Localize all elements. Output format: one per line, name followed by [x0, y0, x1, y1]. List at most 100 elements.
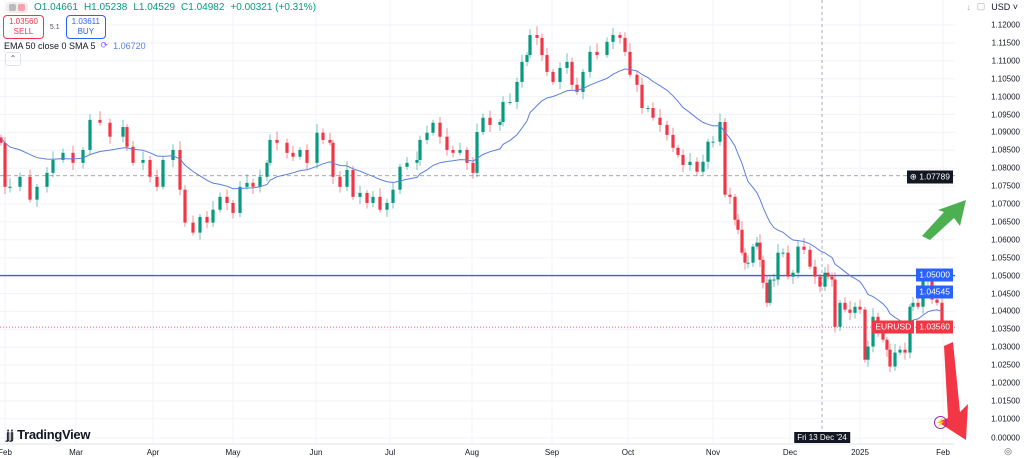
candle	[635, 70, 639, 92]
candle	[183, 185, 187, 227]
candle	[671, 127, 675, 153]
sell-button[interactable]: 1.03560 SELL	[3, 15, 44, 39]
candle-body	[843, 302, 847, 310]
candle	[465, 147, 469, 170]
candle	[848, 301, 852, 320]
price-tick-label: 1.10000	[991, 92, 1020, 102]
indicator-label: EMA 50 close 0 SMA 5	[4, 40, 96, 51]
candle	[218, 192, 222, 213]
candle-body	[588, 51, 592, 72]
candle	[751, 243, 755, 268]
candle	[688, 153, 692, 171]
candle-body	[378, 196, 382, 210]
flash-icon[interactable]: ⚡	[934, 416, 947, 429]
arrow-down-icon	[938, 342, 968, 440]
candle-body	[695, 161, 699, 172]
candle	[305, 144, 309, 170]
candle	[515, 77, 519, 110]
crosshair-date-label: Fri 13 Dec '24	[794, 432, 850, 443]
candle-body	[658, 117, 662, 125]
candle-body	[761, 259, 765, 283]
candle	[488, 110, 492, 133]
candle-body	[28, 176, 32, 200]
candle	[351, 165, 355, 200]
candle	[451, 145, 455, 158]
candle	[481, 113, 485, 135]
candle-body	[940, 302, 944, 328]
price-tick-label: 1.07000	[991, 199, 1020, 209]
hline-tag-row-0: 1.05000	[916, 268, 953, 282]
candle	[268, 134, 272, 166]
price-tick-label: 1.01500	[991, 396, 1020, 406]
candle	[458, 142, 462, 156]
tradingview-logo[interactable]: 𝕛𝕛 TradingView	[6, 427, 91, 442]
candle	[863, 306, 867, 363]
candle	[646, 105, 650, 113]
collapse-legend-button[interactable]: ⌃	[5, 52, 21, 66]
candle-body	[445, 136, 449, 150]
candle	[853, 302, 857, 319]
settings-icon[interactable]: ◎	[1004, 446, 1012, 456]
candle-body	[540, 37, 544, 56]
candle	[758, 234, 762, 268]
symbol-toggle[interactable]	[6, 2, 28, 13]
candle	[588, 46, 592, 78]
candle-body	[121, 127, 125, 137]
ema-tag-row: 1.04545	[916, 285, 953, 299]
candle	[371, 191, 375, 208]
indicator-legend[interactable]: EMA 50 close 0 SMA 5 ⟳ 1.06720	[4, 40, 146, 51]
symbol-price-tag: EURUSD	[872, 320, 915, 334]
candle	[733, 193, 737, 226]
candle-body	[736, 219, 740, 230]
candle-body	[848, 309, 852, 313]
candle	[711, 135, 715, 148]
candle-body	[211, 209, 215, 223]
candle-body	[903, 349, 907, 353]
candle	[595, 43, 599, 60]
candle	[746, 255, 750, 269]
price-tick-label: 0.00000	[991, 433, 1020, 443]
candle	[405, 157, 409, 170]
candle	[205, 211, 209, 229]
candle	[338, 171, 342, 193]
buy-button[interactable]: 1.03611 BUY	[65, 15, 106, 39]
candle	[761, 255, 765, 289]
candle-body	[808, 249, 812, 267]
fullscreen-icon[interactable]: ▢	[976, 1, 986, 11]
candle	[498, 119, 502, 131]
candle-body	[528, 35, 532, 56]
candle-body	[575, 84, 579, 92]
candle-body	[398, 166, 402, 190]
candle	[125, 124, 129, 152]
candle-body	[45, 172, 49, 187]
candle-body	[35, 186, 39, 200]
plus-icon[interactable]: ⊕	[909, 171, 917, 182]
candle-body	[823, 272, 827, 287]
ohlc-change: +0.00321 (+0.31%)	[230, 2, 317, 13]
candle-body	[155, 176, 159, 187]
currency-select[interactable]: USD ˅	[991, 1, 1018, 12]
buy-price: 1.03611	[71, 17, 100, 26]
candle	[681, 149, 685, 173]
candle	[611, 27, 615, 49]
candles	[0, 26, 944, 373]
candle-body	[898, 349, 902, 353]
candle-body	[640, 84, 644, 109]
candle	[570, 57, 574, 90]
time-tick-label: Dec	[782, 448, 798, 457]
candle-body	[635, 74, 639, 85]
candle	[813, 259, 817, 284]
candle-body	[520, 61, 524, 82]
candle	[535, 26, 539, 46]
candle-body	[351, 169, 355, 197]
candle-body	[723, 122, 727, 195]
candle-body	[853, 306, 857, 313]
download-icon[interactable]: ↓	[966, 1, 971, 12]
candle	[61, 148, 65, 163]
candle-body	[258, 176, 262, 187]
candle	[743, 248, 747, 270]
indicator-value: 1.06720	[113, 40, 146, 51]
candle	[765, 275, 769, 308]
candle-body	[108, 122, 112, 137]
